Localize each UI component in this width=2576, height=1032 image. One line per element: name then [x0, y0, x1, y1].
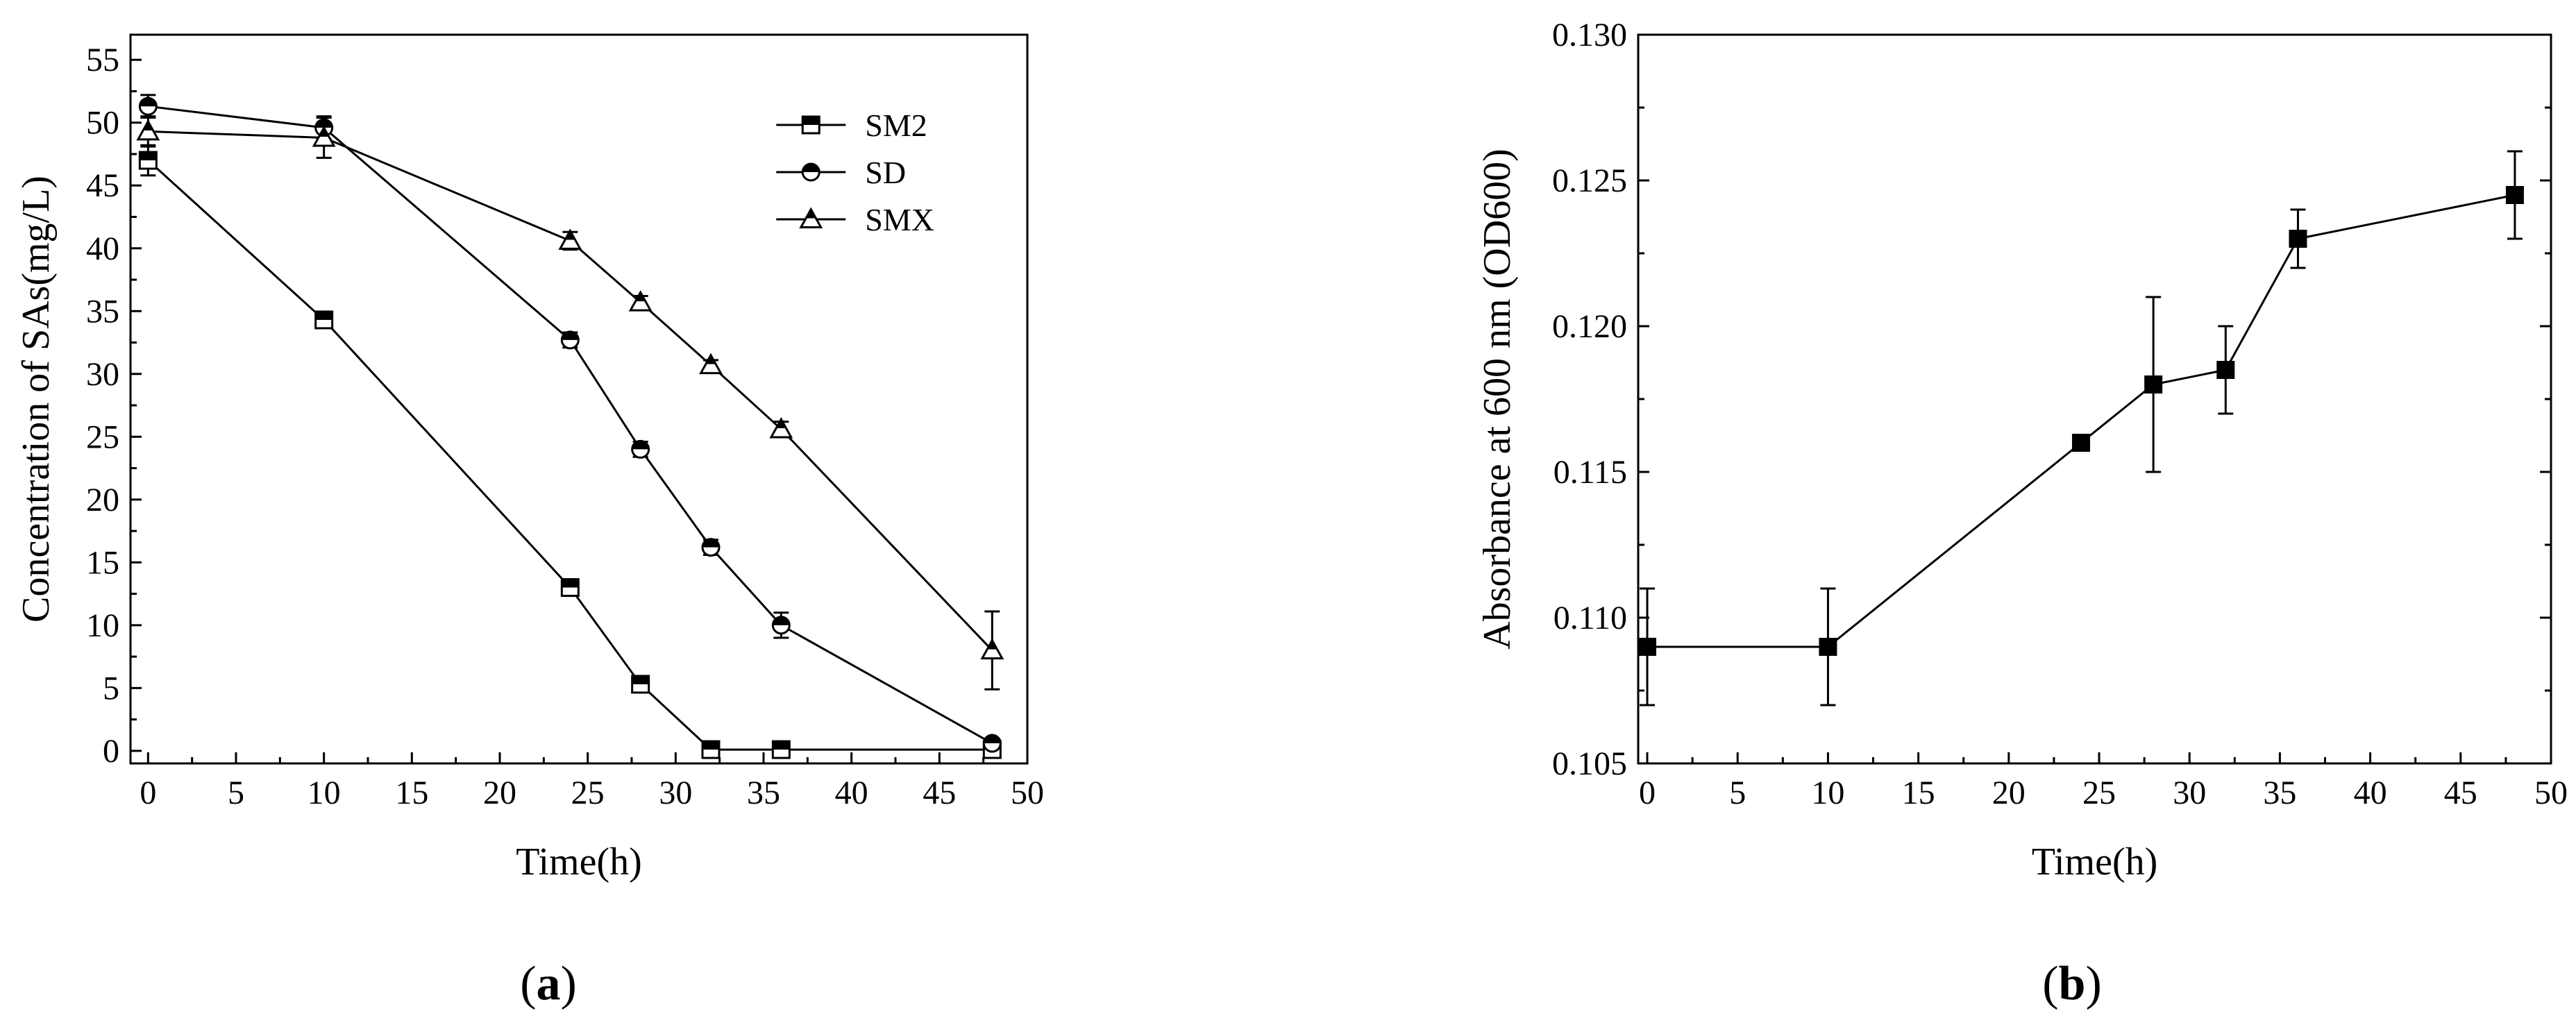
data-point-sd [631, 439, 650, 459]
data-point-od600 [2144, 375, 2163, 394]
y-tick-label: 5 [103, 670, 119, 707]
x-tick-label: 5 [228, 775, 244, 811]
x-tick-label: 35 [2263, 775, 2296, 811]
legend-item-sd: SD [776, 155, 906, 190]
legend-label-sm2: SM2 [865, 108, 927, 143]
chart-a-concentration: 0 5 10 15 20 25 30 35 40 45 50 0 5 10 15 20 25 30 35 40 45 50… [15, 33, 1044, 883]
data-point-smx [136, 119, 160, 141]
x-tick-label: 40 [2354, 775, 2387, 811]
x-tick-label: 20 [483, 775, 516, 811]
data-point-sm2 [560, 578, 580, 598]
data-point-sd [771, 616, 791, 635]
data-point-sm2 [771, 740, 791, 759]
y-tick-label: 20 [86, 482, 119, 518]
legend-marker [799, 207, 823, 229]
data-point-smx [312, 125, 336, 147]
x-tick-label: 20 [1992, 775, 2026, 811]
y-tick-label: 10 [86, 607, 119, 644]
x-tick-label: 40 [835, 775, 868, 811]
y-tick-label: 15 [86, 544, 119, 581]
data-point-smx [980, 638, 1004, 660]
series-smx [136, 115, 1004, 691]
x-tick-label: 45 [923, 775, 956, 811]
y-tick-label: 40 [86, 230, 119, 267]
x-tick-label: 5 [1729, 775, 1746, 811]
x-tick-label: 0 [140, 775, 156, 811]
y-axis-label: Absorbance at 600 nm (OD600) [1476, 149, 1519, 650]
legend-label-smx: SMX [865, 202, 934, 237]
chart-b-absorbance: 0 5 10 15 20 25 30 35 40 45 50 0.105 0.110 0.115 0.120… [1476, 17, 2568, 883]
y-tick-label: 50 [86, 105, 119, 142]
x-tick-label: 25 [2082, 775, 2116, 811]
y-tick-label: 0.110 [1554, 600, 1627, 636]
data-point-sd [701, 538, 721, 557]
x-tick-label: 10 [308, 775, 341, 811]
y-tick-label: 0.125 [1552, 162, 1627, 199]
x-tick-label: 30 [659, 775, 692, 811]
data-point-smx [699, 353, 723, 375]
legend-marker [801, 162, 820, 182]
y-axis-label: Concentration of SAs(mg/L) [15, 176, 58, 623]
y-tick-label: 0 [103, 733, 119, 770]
x-axis-label: Time(h) [516, 840, 642, 883]
data-point-sm2 [701, 740, 721, 759]
data-point-od600 [2216, 361, 2235, 379]
x-tick-label: 30 [2173, 775, 2206, 811]
x-tick-label: 45 [2444, 775, 2477, 811]
legend-label-sd: SD [865, 155, 906, 190]
plot-frame [129, 33, 1029, 765]
data-point-smx [628, 290, 653, 312]
data-point-od600 [1638, 638, 1657, 656]
data-point-od600 [2289, 230, 2307, 248]
x-tick-label: 15 [395, 775, 428, 811]
data-point-sd [560, 330, 580, 350]
y-tick-label: 45 [86, 167, 119, 204]
data-point-od600 [2505, 186, 2524, 204]
data-point-od600 [1819, 638, 1837, 656]
y-tick-label: 0.115 [1554, 454, 1627, 491]
data-point-smx [558, 228, 582, 250]
panel-label-b: (b) [2042, 957, 2102, 1010]
data-point-sd [138, 96, 158, 116]
legend-item-smx: SMX [776, 202, 934, 237]
data-point-sd [982, 734, 1002, 753]
legend: SM2 SD SMX [776, 108, 934, 237]
plot-frame [1637, 33, 2552, 765]
y-tick-label: 25 [86, 418, 119, 455]
y-tick-label: 0.130 [1552, 17, 1627, 53]
legend-item-sm2: SM2 [776, 108, 927, 143]
x-tick-label: 50 [1011, 775, 1044, 811]
data-point-od600 [2071, 434, 2090, 452]
series-line-od600 [1647, 194, 2516, 648]
data-point-sm2 [138, 151, 158, 170]
series-od600 [1638, 150, 2524, 707]
x-tick-label: 0 [1639, 775, 1656, 811]
x-tick-label: 15 [1902, 775, 1935, 811]
legend-marker [801, 115, 820, 135]
data-point-sm2 [631, 675, 650, 694]
data-point-sm2 [314, 310, 334, 330]
y-tick-label: 35 [86, 293, 119, 330]
y-tick-label: 30 [86, 356, 119, 393]
x-tick-label: 50 [2534, 775, 2568, 811]
y-tick-label: 55 [86, 42, 119, 78]
x-tick-label: 35 [747, 775, 780, 811]
panel-label-a: (a) [520, 957, 577, 1010]
x-axis-label: Time(h) [2032, 840, 2158, 883]
series-sd [138, 94, 1002, 753]
x-tick-label: 25 [571, 775, 605, 811]
y-tick-label: 0.120 [1552, 308, 1627, 345]
y-tick-label: 0.105 [1552, 745, 1627, 782]
x-tick-label: 10 [1811, 775, 1844, 811]
data-point-smx [769, 416, 793, 439]
